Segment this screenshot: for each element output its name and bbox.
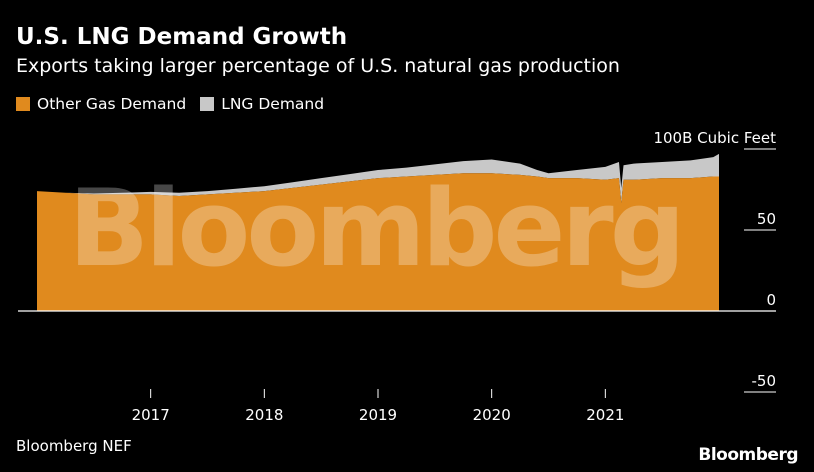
bloomberg-logo: Bloomberg [698, 445, 798, 465]
y-tick-label: 0 [766, 291, 776, 309]
source-note: Bloomberg NEF [16, 437, 132, 455]
y-tick-label: -50 [752, 372, 777, 390]
x-tick-label: 2020 [473, 406, 511, 424]
x-tick-label: 2021 [586, 406, 624, 424]
legend-label-other-gas: Other Gas Demand [37, 95, 187, 113]
legend-swatch-other-gas [16, 97, 30, 111]
x-tick-label: 2017 [132, 406, 170, 424]
series-other-gas-demand-area [37, 173, 719, 311]
y-tick-label: 50 [757, 210, 776, 228]
x-tick-label: 2018 [245, 406, 283, 424]
legend-item-other-gas: Other Gas Demand [16, 95, 186, 113]
y-tick-label: 100B Cubic Feet [653, 129, 776, 147]
bloomberg-watermark: Bloomberg [68, 167, 681, 290]
legend-swatch-lng [200, 97, 215, 111]
chart-title: U.S. LNG Demand Growth [16, 24, 348, 50]
legend-label-lng: LNG Demand [221, 95, 325, 113]
chart-subtitle: Exports taking larger percentage of U.S.… [16, 55, 620, 77]
x-tick-label: 2019 [359, 406, 397, 424]
legend: Other Gas Demand LNG Demand [16, 95, 338, 113]
legend-item-lng: LNG Demand [200, 95, 324, 113]
